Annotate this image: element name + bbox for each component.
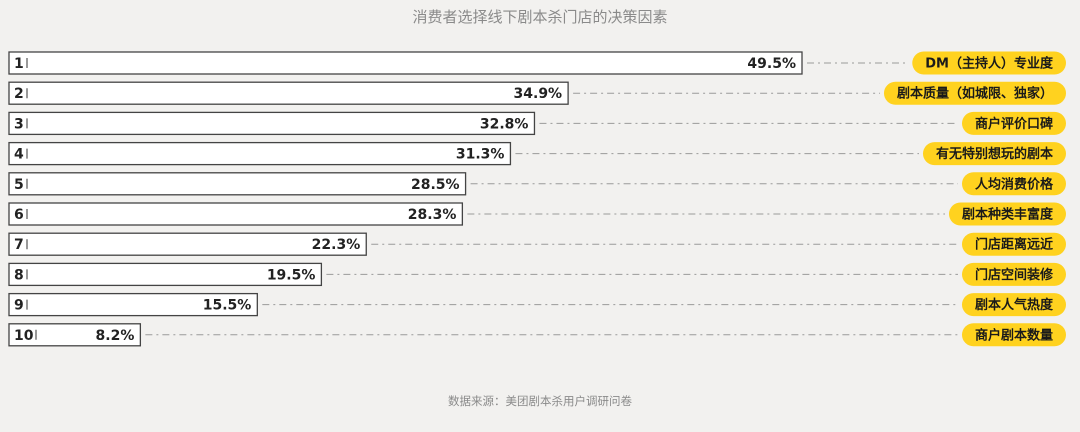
category-label: 剧本人气热度 (975, 297, 1054, 313)
value-label: 8.2% (96, 328, 135, 344)
category-label: 门店距离远近 (975, 237, 1053, 253)
pill-bg (922, 142, 1066, 166)
value-label: 22.3% (312, 237, 361, 253)
category-pill: 剧本质量（如城限、独家） (883, 81, 1066, 105)
pill-bg (961, 232, 1066, 256)
category-label: 剧本质量（如城限、独家） (897, 86, 1053, 102)
rank-label: 9 (14, 298, 24, 314)
rank-label: 10 (14, 328, 34, 344)
value-label: 31.3% (456, 147, 505, 163)
rank-label: 3 (14, 116, 24, 132)
value-label: 28.3% (408, 207, 457, 223)
category-label: 商户剧本数量 (975, 327, 1053, 343)
bar-row: 1 49.5% DM（主持人）专业度 (8, 51, 1066, 75)
pill-bg (961, 323, 1066, 347)
value-label: 28.5% (411, 177, 460, 193)
bar (8, 323, 142, 347)
bar (8, 111, 536, 136)
category-label: 人均消费价格 (975, 176, 1054, 192)
data-source-note: 数据来源：美团剧本杀用户调研问卷 (448, 394, 632, 408)
category-pill: 商户评价口碑 (961, 111, 1066, 135)
bar (8, 81, 569, 105)
rank-label: 7 (14, 237, 24, 253)
category-pill: 剧本种类丰富度 (948, 202, 1066, 226)
bar (8, 232, 367, 256)
bar (8, 262, 323, 287)
bar-row: 2 34.9% 剧本质量（如城限、独家） (8, 81, 1066, 105)
value-label: 32.8% (480, 116, 529, 132)
rank-label: 2 (14, 86, 24, 102)
bar (8, 292, 258, 317)
value-label: 34.9% (514, 86, 563, 102)
pill-bg (912, 51, 1066, 75)
rank-label: 5 (14, 177, 24, 193)
category-pill: 门店空间装修 (961, 262, 1066, 286)
category-label: 有无特别想玩的剧本 (936, 146, 1053, 162)
rank-label: 6 (14, 207, 24, 223)
bar-row: 7 22.3% 门店距离远近 (8, 232, 1066, 256)
bar-row: 6 28.3% 剧本种类丰富度 (8, 202, 1066, 226)
bar (8, 202, 464, 226)
chart-title: 消费者选择线下剧本杀门店的决策因素 (412, 8, 668, 26)
pill-bg (961, 293, 1066, 317)
rank-label: 1 (14, 56, 24, 72)
category-pill: 门店距离远近 (961, 232, 1066, 256)
value-label: 15.5% (203, 298, 252, 314)
bar-row: 8 19.5% 门店空间装修 (8, 262, 1066, 287)
bar-row: 5 28.5% 人均消费价格 (8, 172, 1066, 196)
category-label: DM（主持人）专业度 (925, 56, 1054, 72)
bar-row: 3 32.8% 商户评价口碑 (8, 111, 1066, 136)
pill-bg (883, 81, 1066, 105)
pill-bg (961, 172, 1066, 196)
bar-row: 10 8.2% 商户剧本数量 (8, 323, 1066, 347)
bar-row: 9 15.5% 剧本人气热度 (8, 292, 1066, 317)
category-label: 商户评价口碑 (975, 116, 1053, 132)
bar (8, 51, 803, 75)
category-pill: DM（主持人）专业度 (912, 51, 1066, 75)
category-pill: 人均消费价格 (961, 172, 1066, 196)
value-label: 19.5% (267, 267, 316, 283)
category-pill: 商户剧本数量 (961, 323, 1066, 347)
value-label: 49.5% (747, 56, 796, 72)
category-pill: 剧本人气热度 (961, 293, 1066, 317)
rank-label: 4 (14, 147, 24, 163)
bar (8, 141, 512, 166)
pill-bg (948, 202, 1066, 226)
pill-bg (961, 262, 1066, 286)
bar-row: 4 31.3% 有无特别想玩的剧本 (8, 141, 1066, 166)
bar (8, 172, 467, 196)
category-label: 门店空间装修 (975, 267, 1054, 283)
pill-bg (961, 111, 1066, 135)
rank-label: 8 (14, 267, 24, 283)
category-pill: 有无特别想玩的剧本 (922, 142, 1066, 166)
category-label: 剧本种类丰富度 (962, 207, 1054, 223)
